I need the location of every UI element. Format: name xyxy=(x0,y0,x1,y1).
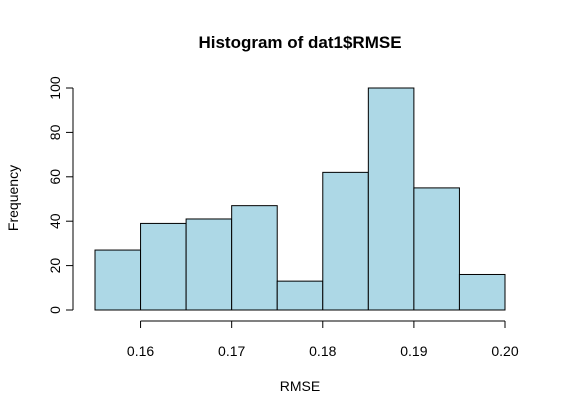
y-tick-label: 0 xyxy=(47,306,63,314)
histogram-bar-3 xyxy=(185,218,233,311)
histogram-bar-5 xyxy=(276,280,324,311)
x-tick-label: 0.20 xyxy=(491,343,518,359)
x-tick-label: 0.16 xyxy=(127,343,154,359)
histogram-bar-1 xyxy=(94,249,142,311)
y-tick-label: 20 xyxy=(47,258,63,274)
histogram-bar-7 xyxy=(367,87,415,311)
y-axis-label: Frequency xyxy=(5,165,21,231)
x-tick-label: 0.17 xyxy=(218,343,245,359)
x-axis: 0.16 0.17 0.18 0.19 0.20 xyxy=(127,320,519,359)
histogram-bar-2 xyxy=(140,222,187,311)
histogram-bar-4 xyxy=(231,205,278,311)
x-axis-label: RMSE xyxy=(280,378,320,394)
x-tick-label: 0.18 xyxy=(309,343,336,359)
histogram-bar-8 xyxy=(413,187,460,311)
histogram-bar-9 xyxy=(458,273,506,311)
y-tick-label: 40 xyxy=(47,213,63,229)
y-tick-label: 100 xyxy=(47,76,63,100)
bars-group xyxy=(94,87,506,311)
y-tick-label: 80 xyxy=(47,124,63,140)
y-axis: 0 20 40 60 80 100 xyxy=(47,76,74,314)
chart-title: Histogram of dat1$RMSE xyxy=(198,33,401,52)
histogram-bar-6 xyxy=(322,171,369,311)
y-tick-label: 60 xyxy=(47,169,63,185)
x-tick-label: 0.19 xyxy=(400,343,427,359)
